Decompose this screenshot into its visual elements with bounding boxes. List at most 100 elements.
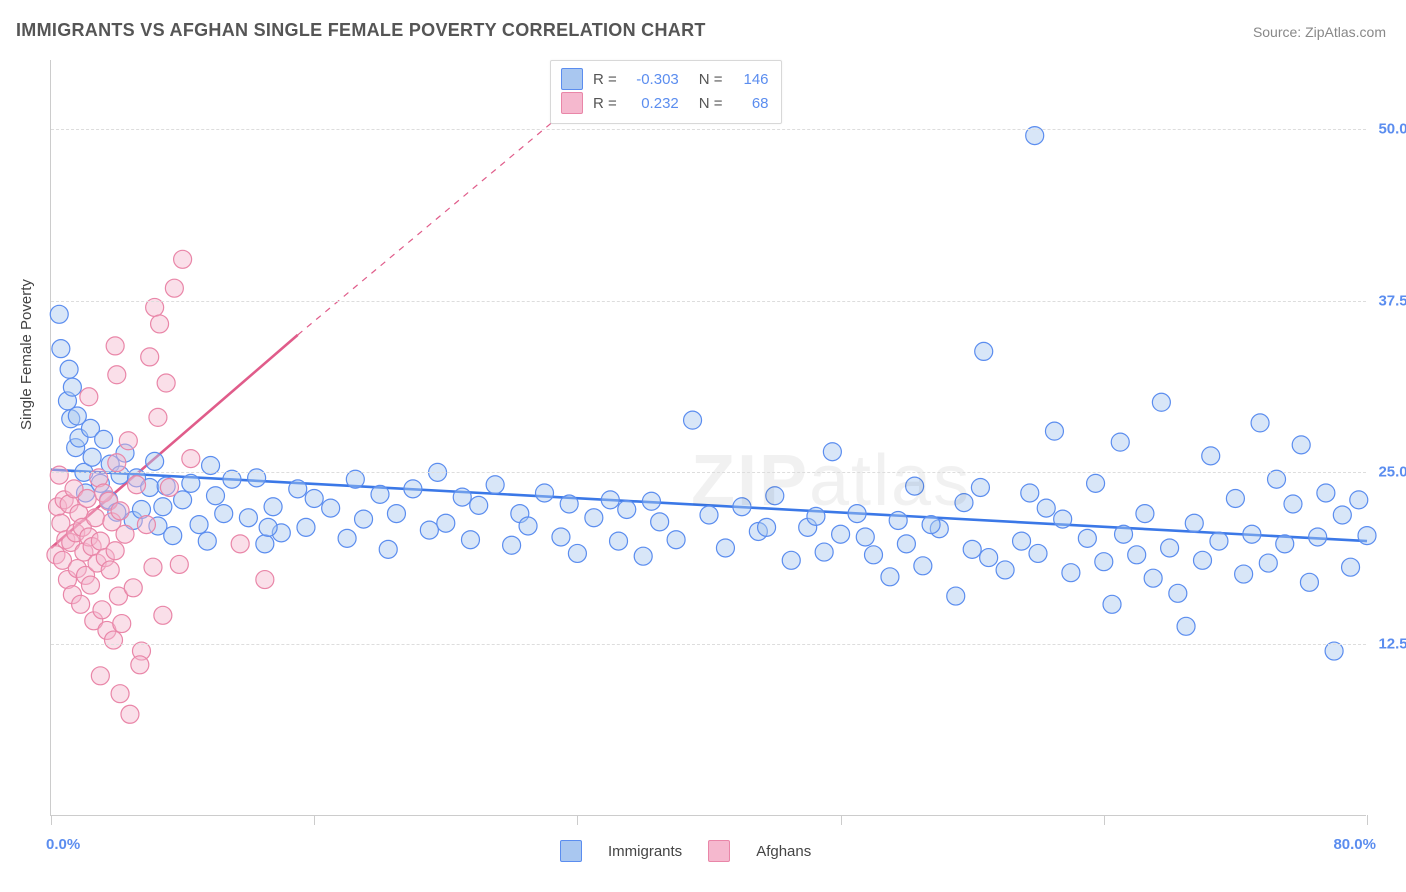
point-immigrants	[585, 509, 603, 527]
x-axis-min-label: 0.0%	[46, 836, 80, 853]
point-immigrants	[371, 485, 389, 503]
chart-container: IMMIGRANTS VS AFGHAN SINGLE FEMALE POVER…	[0, 0, 1406, 892]
point-immigrants	[1054, 510, 1072, 528]
point-immigrants	[297, 518, 315, 536]
point-immigrants	[1078, 529, 1096, 547]
point-immigrants	[387, 505, 405, 523]
y-tick-label: 25.0%	[1378, 464, 1406, 481]
point-immigrants	[1358, 527, 1376, 545]
r-label: R =	[593, 71, 617, 88]
x-tick	[577, 815, 578, 825]
point-immigrants	[560, 495, 578, 513]
point-immigrants	[914, 557, 932, 575]
x-tick	[1367, 815, 1368, 825]
point-immigrants	[667, 531, 685, 549]
point-afghans	[256, 571, 274, 589]
point-immigrants	[782, 551, 800, 569]
point-immigrants	[289, 480, 307, 498]
x-tick	[51, 815, 52, 825]
point-afghans	[50, 466, 68, 484]
point-immigrants	[264, 498, 282, 516]
point-immigrants	[1292, 436, 1310, 454]
point-immigrants	[486, 476, 504, 494]
point-immigrants	[1152, 393, 1170, 411]
point-afghans	[111, 502, 129, 520]
n-label: N =	[699, 71, 723, 88]
point-immigrants	[83, 448, 101, 466]
series-legend: Immigrants Afghans	[560, 840, 811, 862]
point-afghans	[108, 366, 126, 384]
point-immigrants	[1161, 539, 1179, 557]
point-immigrants	[198, 532, 216, 550]
source-attribution: Source: ZipAtlas.com	[1253, 24, 1386, 40]
point-immigrants	[881, 568, 899, 586]
point-afghans	[182, 450, 200, 468]
point-afghans	[149, 408, 167, 426]
point-immigrants	[1350, 491, 1368, 509]
point-afghans	[174, 250, 192, 268]
chart-title: IMMIGRANTS VS AFGHAN SINGLE FEMALE POVER…	[16, 20, 706, 41]
point-immigrants	[634, 547, 652, 565]
point-immigrants	[60, 360, 78, 378]
point-afghans	[116, 525, 134, 543]
swatch-immigrants	[561, 68, 583, 90]
n-label: N =	[699, 95, 723, 112]
point-immigrants	[355, 510, 373, 528]
point-afghans	[144, 558, 162, 576]
point-immigrants	[1103, 595, 1121, 613]
watermark-bold: ZIP	[691, 441, 809, 521]
r-label: R =	[593, 95, 617, 112]
n-value-afghans: 68	[733, 95, 769, 112]
point-afghans	[137, 516, 155, 534]
point-afghans	[154, 606, 172, 624]
y-tick-label: 12.5%	[1378, 636, 1406, 653]
point-afghans	[101, 561, 119, 579]
stats-row-afghans: R = 0.232 N = 68	[561, 91, 769, 115]
point-immigrants	[259, 518, 277, 536]
watermark-light: atlas	[809, 441, 971, 521]
point-afghans	[106, 542, 124, 560]
point-immigrants	[1251, 414, 1269, 432]
point-immigrants	[1169, 584, 1187, 602]
point-immigrants	[420, 521, 438, 539]
point-immigrants	[1300, 573, 1318, 591]
point-immigrants	[865, 546, 883, 564]
point-immigrants	[1210, 532, 1228, 550]
point-immigrants	[1136, 505, 1154, 523]
n-value-immigrants: 146	[733, 71, 769, 88]
point-immigrants	[1021, 484, 1039, 502]
point-immigrants	[1185, 514, 1203, 532]
point-immigrants	[610, 532, 628, 550]
point-immigrants	[1144, 569, 1162, 587]
y-axis-title: Single Female Poverty	[18, 279, 35, 430]
point-immigrants	[95, 430, 113, 448]
point-afghans	[170, 555, 188, 573]
point-immigrants	[1013, 532, 1031, 550]
point-immigrants	[63, 378, 81, 396]
point-immigrants	[404, 480, 422, 498]
legend-label-afghans: Afghans	[756, 843, 811, 860]
point-immigrants	[642, 492, 660, 510]
point-immigrants	[305, 489, 323, 507]
point-afghans	[160, 478, 178, 496]
point-immigrants	[461, 531, 479, 549]
point-immigrants	[601, 491, 619, 509]
point-afghans	[131, 656, 149, 674]
watermark: ZIPatlas	[691, 440, 971, 522]
point-immigrants	[1128, 546, 1146, 564]
point-afghans	[111, 685, 129, 703]
point-immigrants	[1062, 564, 1080, 582]
point-immigrants	[1243, 525, 1261, 543]
point-immigrants	[182, 474, 200, 492]
point-immigrants	[470, 496, 488, 514]
y-tick-label: 50.0%	[1378, 120, 1406, 137]
point-immigrants	[50, 305, 68, 323]
gridline	[51, 644, 1366, 645]
point-immigrants	[963, 540, 981, 558]
plot-area: ZIPatlas 12.5%25.0%37.5%50.0%	[50, 60, 1366, 816]
point-immigrants	[815, 543, 833, 561]
point-immigrants	[453, 488, 471, 506]
r-value-afghans: 0.232	[627, 95, 679, 112]
point-immigrants	[832, 525, 850, 543]
point-immigrants	[1202, 447, 1220, 465]
